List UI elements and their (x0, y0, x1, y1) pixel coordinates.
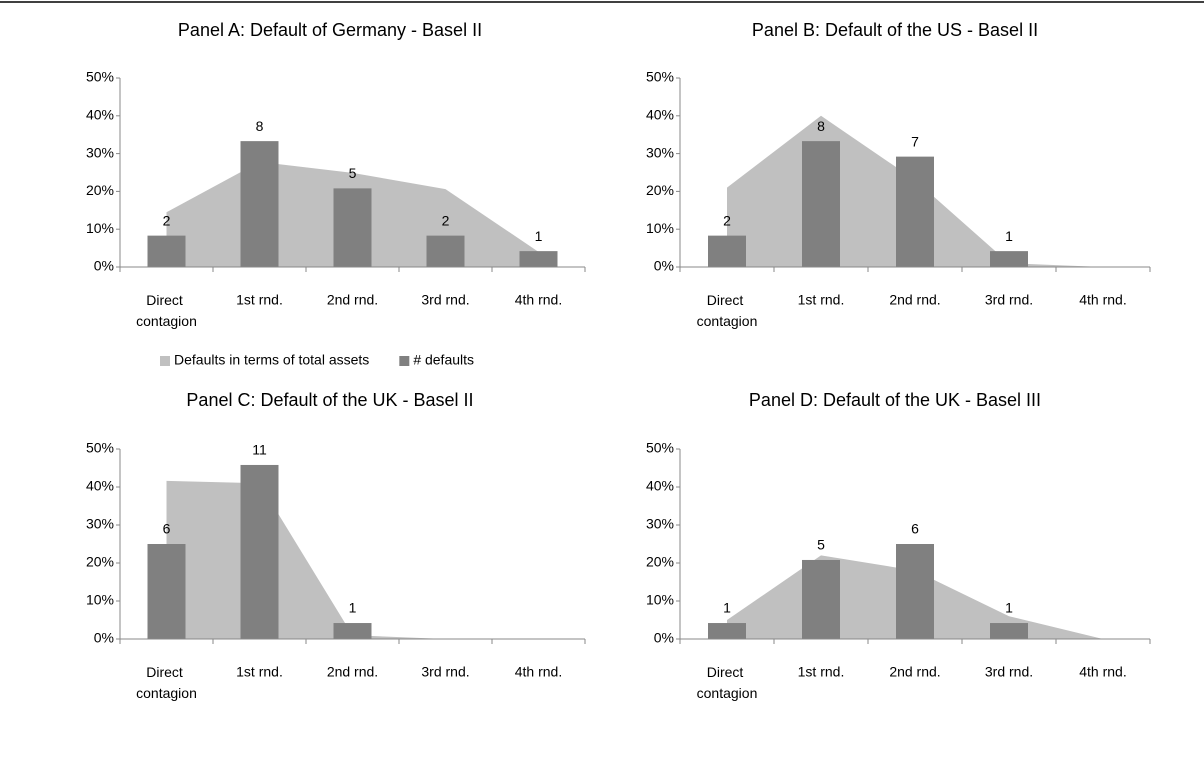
chart-title: Panel D: Default of the UK - Basel III (749, 390, 1041, 410)
bar (896, 156, 934, 267)
x-tick-label: 1st rnd. (798, 292, 845, 308)
data-label: 1 (723, 600, 731, 616)
y-tick-label: 0% (94, 258, 114, 274)
chart-title: Panel B: Default of the US - Basel II (752, 20, 1038, 40)
x-tick-label: 4th rnd. (1079, 292, 1126, 308)
x-tick-label-line: contagion (697, 313, 758, 329)
x-tick-label: Direct contagion (697, 292, 758, 329)
bar (147, 544, 186, 639)
y-tick-label: 50% (86, 440, 114, 456)
bar (333, 623, 372, 639)
x-tick-label: 3rd rnd. (985, 664, 1033, 680)
x-tick-label: Direct contagion (697, 664, 758, 701)
y-tick-label: 0% (654, 258, 674, 274)
x-tick-label: 1st rnd. (236, 664, 283, 680)
x-tick-label-line: contagion (697, 685, 758, 701)
x-tick-label: 3rd rnd. (421, 664, 469, 680)
y-tick-label: 40% (646, 478, 674, 494)
x-tick-label-line: contagion (136, 313, 197, 329)
x-tick-label: 1st rnd. (236, 292, 283, 308)
y-tick-label: 30% (86, 144, 114, 160)
x-tick-label-line: Direct (146, 292, 186, 308)
bar (426, 235, 465, 267)
data-label: 1 (1005, 228, 1013, 244)
data-label: 5 (349, 165, 357, 181)
data-label: 8 (817, 118, 825, 134)
y-tick-label: 30% (646, 516, 674, 532)
data-label: 2 (442, 212, 450, 228)
x-tick-label: 2nd rnd. (889, 664, 940, 680)
x-tick-label-line: Direct (146, 664, 186, 680)
x-tick-label: 2nd rnd. (889, 292, 940, 308)
y-tick-label: 10% (86, 592, 114, 608)
bar (990, 251, 1028, 267)
bar (240, 464, 279, 639)
y-tick-label: 20% (86, 554, 114, 570)
data-label: 2 (723, 212, 731, 228)
y-tick-label: 0% (94, 630, 114, 646)
x-tick-label: 2nd rnd. (327, 292, 378, 308)
data-label: 11 (252, 442, 267, 458)
chart-title: Panel C: Default of the UK - Basel II (186, 390, 473, 410)
bar (147, 235, 186, 267)
data-label: 6 (911, 521, 919, 537)
bar (802, 141, 840, 267)
x-tick-label: Direct contagion (136, 292, 197, 329)
y-tick-label: 20% (86, 182, 114, 198)
y-tick-label: 30% (646, 144, 674, 160)
x-tick-label: 4th rnd. (1079, 664, 1126, 680)
bar (896, 544, 934, 639)
x-tick-label: 1st rnd. (798, 664, 845, 680)
bar (802, 559, 840, 639)
legend-label: Defaults in terms of total assets (174, 352, 369, 368)
legend-label: # defaults (413, 352, 474, 368)
y-tick-label: 40% (86, 478, 114, 494)
x-tick-label: 3rd rnd. (421, 292, 469, 308)
x-tick-label: 3rd rnd. (985, 292, 1033, 308)
data-label: 1 (1005, 600, 1013, 616)
data-label: 7 (911, 133, 919, 149)
y-tick-label: 50% (86, 69, 114, 85)
data-label: 5 (817, 537, 825, 553)
data-label: 1 (349, 600, 357, 616)
bar (333, 188, 372, 267)
x-tick-label-line: Direct (707, 664, 747, 680)
y-tick-label: 30% (86, 516, 114, 532)
x-tick-label-line: contagion (136, 685, 197, 701)
y-tick-label: 50% (646, 69, 674, 85)
legend-swatch (160, 356, 170, 366)
y-tick-label: 20% (646, 554, 674, 570)
data-label: 8 (256, 118, 264, 134)
x-tick-label: 4th rnd. (515, 664, 562, 680)
y-tick-label: 10% (86, 220, 114, 236)
bar (990, 623, 1028, 639)
x-tick-label: 4th rnd. (515, 292, 562, 308)
bar (708, 623, 746, 639)
chart-title: Panel A: Default of Germany - Basel II (178, 20, 482, 40)
y-tick-label: 20% (646, 182, 674, 198)
bar (519, 251, 558, 267)
x-tick-label: 2nd rnd. (327, 664, 378, 680)
y-tick-label: 40% (86, 107, 114, 123)
y-tick-label: 40% (646, 107, 674, 123)
data-label: 2 (163, 212, 171, 228)
x-tick-label: Direct contagion (136, 664, 197, 701)
data-label: 1 (535, 228, 543, 244)
data-label: 6 (163, 521, 171, 537)
y-tick-label: 10% (646, 220, 674, 236)
y-tick-label: 0% (654, 630, 674, 646)
bar (708, 235, 746, 267)
y-tick-label: 10% (646, 592, 674, 608)
bar (240, 141, 279, 267)
y-tick-label: 50% (646, 440, 674, 456)
legend-swatch (399, 356, 410, 366)
x-tick-label-line: Direct (707, 292, 747, 308)
